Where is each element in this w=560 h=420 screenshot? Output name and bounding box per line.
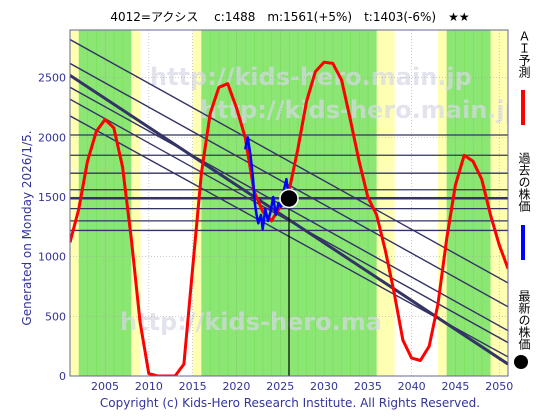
background-band: [201, 30, 211, 376]
background-band: [245, 30, 255, 376]
background-band: [105, 30, 115, 376]
background-band: [385, 30, 395, 376]
legend-past-swatch: [521, 225, 525, 260]
background-band: [96, 30, 106, 376]
background-band: [332, 30, 343, 376]
past-price-line: [243, 136, 291, 231]
legend-ai-label: ＡＩ予測: [517, 30, 531, 78]
background-band: [324, 30, 334, 376]
background-band: [376, 30, 386, 376]
legend-latest: 最新の株価: [516, 290, 533, 370]
legend-past-label: 過去の株価: [517, 152, 531, 212]
latest-price-marker: [279, 188, 299, 209]
plot-border: [69, 29, 509, 377]
x-tick-label: 2030: [310, 380, 338, 393]
copyright: Copyright (c) Kids-Hero Research Institu…: [99, 396, 481, 410]
legend-latest-label: 最新の株価: [517, 290, 531, 350]
plot-area: http://kids-hero.main.jphttp://kids-hero…: [70, 30, 560, 376]
y-tick-label: 0: [59, 370, 66, 383]
y-tick-label: 1500: [38, 191, 66, 204]
x-tick-label: 2045: [441, 380, 469, 393]
watermark-text: http://kids-hero.main.jp/stock/code4012.…: [200, 96, 560, 124]
background-band: [70, 30, 80, 376]
background-band: [455, 30, 465, 376]
background-band: [464, 30, 474, 376]
background-band: [472, 30, 483, 376]
background-band: [367, 30, 378, 376]
x-tick-label: 2010: [135, 380, 163, 393]
background-band: [306, 30, 316, 376]
background-band: [341, 30, 351, 376]
x-tick-label: 2005: [91, 380, 119, 393]
x-tick-label: 2035: [354, 380, 382, 393]
y-axis: 0 500 1000 1500 2000 2500: [38, 72, 66, 383]
background-band: [490, 30, 500, 376]
chart-title: 4012=アクシス c:1488 m:1561(+5%) t:1403(-6%)…: [110, 10, 470, 24]
y-tick-label: 500: [45, 310, 66, 323]
y-tick-label: 1000: [38, 251, 66, 264]
legend-ai: ＡＩ予測: [516, 30, 533, 125]
background-band: [87, 30, 97, 376]
x-tick-label: 2015: [179, 380, 207, 393]
background-band: [113, 30, 124, 376]
background-band: [271, 30, 281, 376]
watermark-text: http://kids-hero.ma: [120, 308, 382, 336]
latest-marker-layer: [279, 188, 299, 209]
background-band: [499, 30, 508, 376]
background-band: [218, 30, 229, 376]
background-band: [262, 30, 272, 376]
x-tick-label: 2040: [398, 380, 426, 393]
legend-ai-swatch: [521, 90, 525, 125]
y-tick-label: 2500: [38, 72, 66, 85]
background-band: [437, 30, 448, 376]
x-tick-label: 2020: [222, 380, 250, 393]
background-band: [227, 30, 237, 376]
background-band: [297, 30, 308, 376]
x-tick-label: 2050: [485, 380, 513, 393]
background-band: [350, 30, 360, 376]
channel-line: [70, 38, 508, 284]
legend-latest-swatch: [514, 355, 528, 369]
background-band: [131, 30, 141, 376]
legend-past: 過去の株価: [516, 152, 533, 262]
background-band: [78, 30, 89, 376]
background-band: [236, 30, 246, 376]
watermark-layer: http://kids-hero.main.jphttp://kids-hero…: [120, 63, 560, 336]
x-tick-label: 2025: [266, 380, 294, 393]
y-tick-label: 2000: [38, 131, 66, 144]
x-axis: 2005 2010 2015 2020 2025 2030 2035 2040 2045 2050: [91, 380, 513, 393]
background-band: [210, 30, 220, 376]
generated-date-label: Generated on Monday 2026/1/5.: [20, 130, 34, 326]
